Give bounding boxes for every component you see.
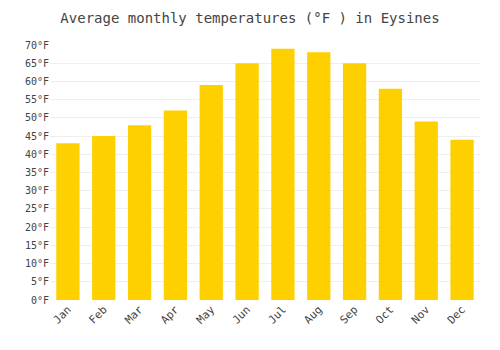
svg-text:Apr: Apr bbox=[158, 303, 182, 327]
svg-text:Sep: Sep bbox=[337, 303, 360, 326]
svg-text:20°F: 20°F bbox=[25, 222, 49, 233]
svg-text:0°F: 0°F bbox=[31, 295, 49, 306]
svg-text:10°F: 10°F bbox=[25, 258, 49, 269]
svg-text:May: May bbox=[194, 303, 218, 327]
svg-text:Nov: Nov bbox=[409, 303, 433, 327]
svg-text:Jun: Jun bbox=[230, 303, 253, 326]
svg-text:Feb: Feb bbox=[87, 303, 110, 326]
svg-text:25°F: 25°F bbox=[25, 203, 49, 214]
svg-text:Jul: Jul bbox=[266, 303, 289, 326]
svg-text:40°F: 40°F bbox=[25, 149, 49, 160]
svg-text:35°F: 35°F bbox=[25, 167, 49, 178]
svg-text:65°F: 65°F bbox=[25, 58, 49, 69]
svg-text:5°F: 5°F bbox=[31, 276, 49, 287]
svg-text:Mar: Mar bbox=[122, 303, 146, 327]
svg-text:45°F: 45°F bbox=[25, 131, 49, 142]
svg-text:Oct: Oct bbox=[373, 303, 396, 326]
svg-text:50°F: 50°F bbox=[25, 112, 49, 123]
svg-text:70°F: 70°F bbox=[25, 40, 49, 51]
svg-text:15°F: 15°F bbox=[25, 240, 49, 251]
svg-text:60°F: 60°F bbox=[25, 76, 49, 87]
svg-text:55°F: 55°F bbox=[25, 94, 49, 105]
svg-text:Aug: Aug bbox=[302, 303, 325, 326]
svg-text:Jan: Jan bbox=[51, 303, 74, 326]
svg-text:30°F: 30°F bbox=[25, 185, 49, 196]
svg-text:Average monthly temperatures (: Average monthly temperatures (°F ) in Ey… bbox=[60, 10, 439, 26]
svg-text:Dec: Dec bbox=[445, 303, 468, 326]
